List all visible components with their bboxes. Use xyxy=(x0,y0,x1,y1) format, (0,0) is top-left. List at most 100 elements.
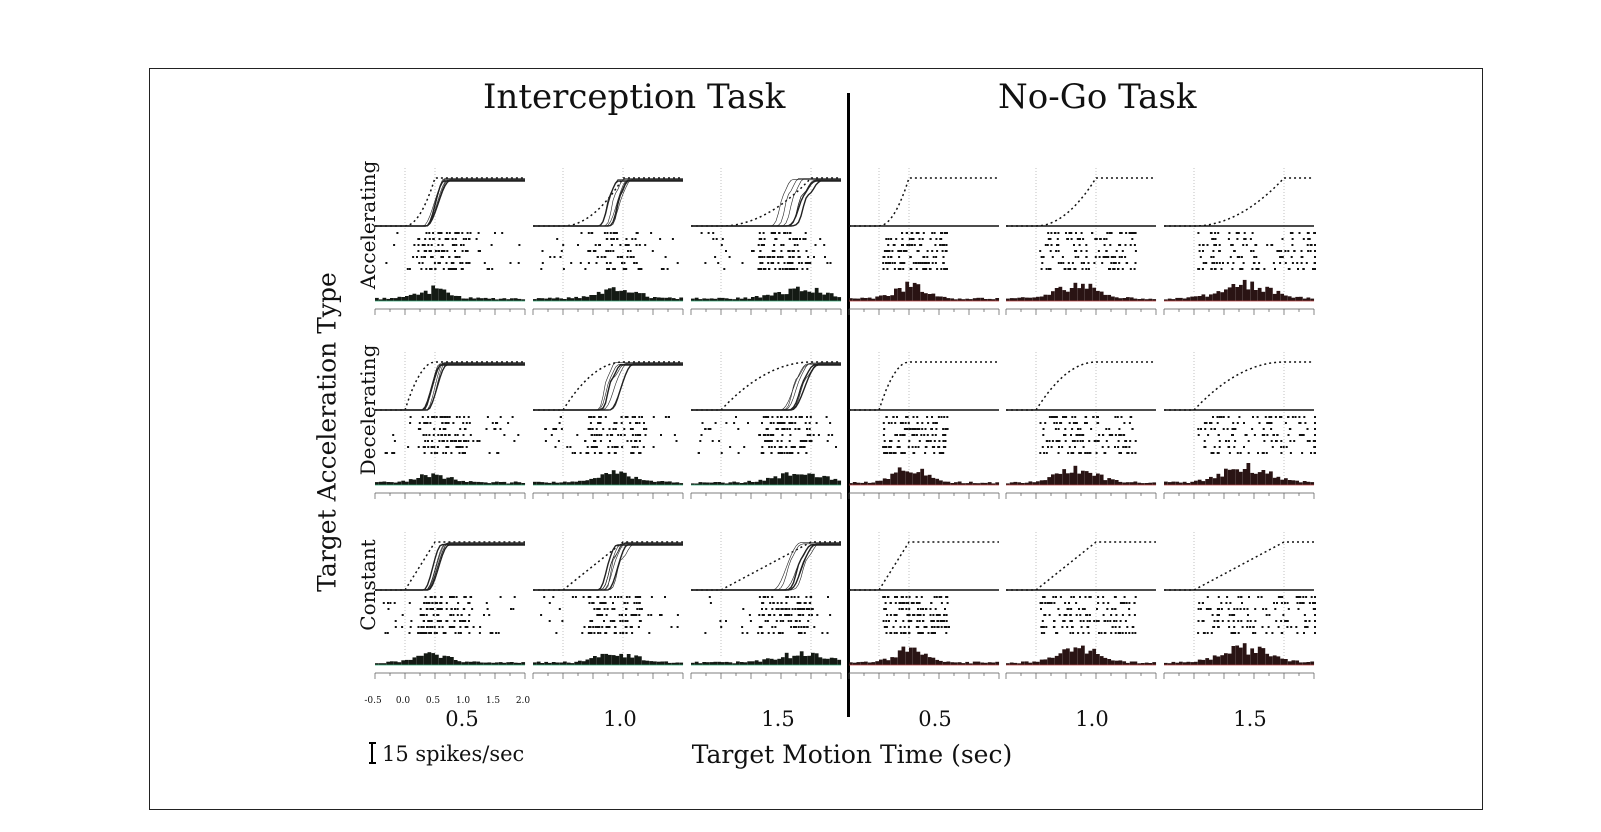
raster-spike xyxy=(607,452,610,454)
raster-spike xyxy=(926,256,929,258)
hand-trace xyxy=(375,543,525,591)
raster-spike xyxy=(737,428,740,430)
histogram-bar xyxy=(897,467,902,485)
raster-spike xyxy=(907,422,910,424)
raster-spike xyxy=(634,434,637,436)
raster-spike xyxy=(1262,452,1265,454)
histogram-bar xyxy=(1152,482,1157,485)
raster-spike xyxy=(900,250,903,252)
histogram-bar xyxy=(1194,296,1198,301)
histogram-bar xyxy=(739,298,744,301)
raster-spike xyxy=(1080,250,1083,252)
raster-spike xyxy=(587,250,590,252)
hand-trace xyxy=(533,362,683,411)
histogram-bar xyxy=(405,481,409,485)
raster-spike xyxy=(613,422,616,424)
raster-spike xyxy=(1244,238,1247,240)
histogram-bar xyxy=(1066,473,1070,485)
raster-spike xyxy=(1266,434,1269,436)
raster-spike xyxy=(597,614,600,616)
histogram-bar xyxy=(788,658,793,665)
duration-label: 1.5 xyxy=(1233,707,1267,731)
histogram-bar xyxy=(502,481,507,485)
histogram-bar xyxy=(987,662,992,665)
raster-spike xyxy=(741,626,744,628)
raster-spike xyxy=(1105,256,1108,258)
histogram-bar xyxy=(420,292,424,301)
histogram-bar xyxy=(498,662,503,665)
raster-spike xyxy=(916,422,919,424)
raster-spike xyxy=(479,626,482,628)
raster-spike xyxy=(589,428,592,430)
raster-spike xyxy=(916,416,919,418)
raster-spike xyxy=(1227,238,1230,240)
raster-spike xyxy=(1112,268,1115,270)
raster-spike xyxy=(462,620,465,622)
raster-spike xyxy=(1065,614,1068,616)
histogram-bar xyxy=(901,291,906,301)
raster-spike xyxy=(629,428,632,430)
raster-spike xyxy=(785,608,788,610)
histogram-bar xyxy=(465,661,469,665)
raster-spike xyxy=(629,626,632,628)
raster-spike xyxy=(793,268,795,270)
histogram-bar xyxy=(950,483,955,485)
raster-spike xyxy=(598,434,601,436)
raster-spike xyxy=(1060,262,1063,264)
raster-spike xyxy=(1232,262,1235,264)
histogram-bar xyxy=(1058,473,1063,485)
raster-spike xyxy=(1225,602,1228,604)
raster-spike xyxy=(1212,452,1215,454)
raster-spike xyxy=(1240,256,1243,258)
raster-spike xyxy=(1068,232,1071,234)
histogram-bar xyxy=(578,660,582,665)
raster-spike xyxy=(1299,422,1302,424)
histogram-bar xyxy=(604,289,609,301)
raster-spike xyxy=(433,262,436,264)
raster-spike xyxy=(1115,620,1118,622)
histogram-bar xyxy=(1017,482,1022,485)
histogram-bar xyxy=(698,663,703,665)
raster-spike xyxy=(485,602,488,604)
raster-spike xyxy=(885,446,888,448)
raster-spike xyxy=(1117,446,1120,448)
histogram-bar xyxy=(555,482,560,485)
histogram-bar xyxy=(1280,658,1285,665)
histogram-bar xyxy=(1006,483,1010,485)
histogram-bar xyxy=(991,299,996,301)
raster-spike xyxy=(1214,428,1216,430)
histogram-bar xyxy=(623,290,627,301)
raster-spike xyxy=(883,250,886,252)
raster-spike xyxy=(409,626,412,628)
histogram-bar xyxy=(814,287,819,301)
raster-spike xyxy=(1089,452,1092,454)
raster-spike xyxy=(916,428,919,430)
raster-spike xyxy=(1314,428,1316,430)
histogram-bar xyxy=(1231,284,1236,301)
raster-spike xyxy=(780,608,783,610)
raster-spike xyxy=(944,250,947,252)
raster-spike xyxy=(1308,440,1311,442)
raster-spike xyxy=(639,620,642,622)
hand-trace xyxy=(375,363,525,411)
raster-spike xyxy=(455,244,458,246)
raster-spike xyxy=(799,614,802,616)
raster-spike xyxy=(639,596,642,598)
raster-spike xyxy=(759,250,762,252)
raster-spike xyxy=(557,440,560,442)
histogram-bar xyxy=(1216,656,1221,665)
raster-spike xyxy=(423,602,426,604)
raster-spike xyxy=(1305,596,1308,598)
raster-spike xyxy=(812,434,815,436)
raster-spike xyxy=(486,268,489,270)
raster-spike xyxy=(391,452,394,454)
raster-spike xyxy=(1066,608,1069,610)
raster-spike xyxy=(1228,232,1231,234)
raster-spike xyxy=(760,238,763,240)
histogram-bar xyxy=(1103,480,1108,485)
histogram-bar xyxy=(559,662,564,665)
hand-trace xyxy=(375,179,525,227)
histogram-bar xyxy=(1122,482,1127,485)
raster-spike xyxy=(631,434,634,436)
raster-spike xyxy=(611,446,614,448)
